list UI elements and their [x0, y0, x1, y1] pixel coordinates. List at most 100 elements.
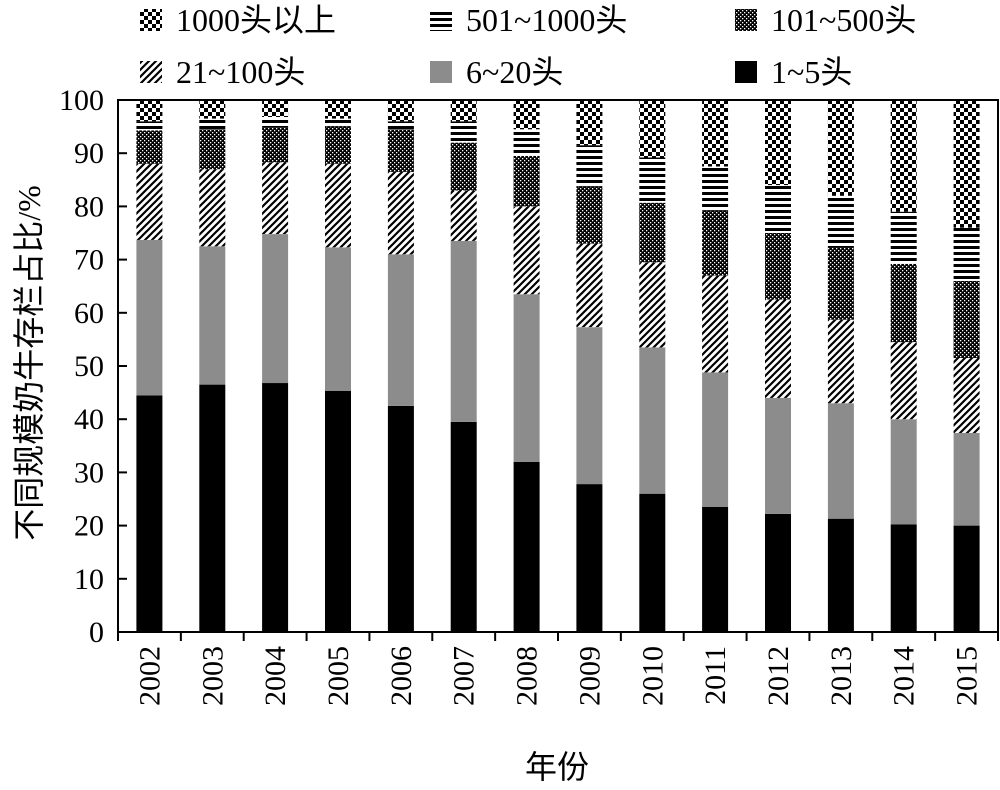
x-tick-label-2003: 2003	[196, 646, 229, 706]
bar-2006-series-5	[387, 100, 414, 122]
bar-2004-series-4	[262, 117, 289, 128]
x-tick-label-2013: 2013	[825, 646, 858, 706]
bar-2014-series-1	[890, 419, 917, 525]
axes: 0 10 20 30 40 50 60 70 80 90 100 2002 2003 2004 2005 20…	[59, 84, 999, 706]
bar-2005-series-4	[325, 118, 351, 127]
bar-2015-series-5	[953, 100, 980, 228]
y-tick-label-50: 50	[74, 350, 104, 383]
bar-2011-series-4	[702, 166, 729, 211]
bar-2014-series-3	[890, 263, 917, 343]
legend-label-6-20: 6~20头	[466, 54, 563, 90]
legend-swatch-1000	[140, 9, 162, 31]
bar-2013-series-1	[827, 403, 854, 519]
bar-2010-series-3	[639, 202, 666, 263]
bar-2012-series-3	[765, 233, 791, 300]
bar-2010-series-1	[639, 347, 666, 494]
bar-2005-series-2	[325, 163, 351, 248]
bar-2006-series-4	[387, 121, 414, 130]
legend-swatch-101-500	[735, 9, 757, 31]
legend-label-101-500: 101~500头	[771, 2, 916, 38]
x-tick-label-2010: 2010	[636, 646, 669, 706]
x-tick-label-2005: 2005	[322, 646, 355, 706]
bar-2012-series-4	[765, 185, 791, 233]
bar-2009-series-0	[576, 484, 603, 632]
bar-2006-series-2	[387, 171, 414, 255]
bar-2008-series-3	[513, 155, 540, 207]
x-tick-label-2007: 2007	[448, 646, 481, 706]
bar-2002-series-5	[136, 100, 163, 122]
plot-frame	[117, 99, 999, 633]
bar-2007-series-0	[450, 421, 477, 632]
y-tick-label-100: 100	[59, 84, 104, 117]
bars	[136, 100, 980, 632]
legend-label-501-1000: 501~1000头	[466, 2, 627, 38]
bar-2006-series-0	[387, 405, 414, 632]
y-tick-label-70: 70	[74, 244, 104, 277]
bar-2011-series-5	[702, 100, 729, 167]
bar-2009-series-5	[576, 100, 603, 146]
bar-2003-series-4	[199, 118, 226, 130]
bar-2014-series-0	[890, 524, 917, 632]
bar-2012-series-5	[765, 100, 791, 186]
bar-2011-series-3	[702, 210, 729, 276]
x-tick-label-2006: 2006	[385, 646, 418, 706]
bar-2008-series-5	[513, 100, 540, 130]
bar-2002-series-0	[136, 395, 163, 632]
bar-2009-series-2	[576, 243, 603, 328]
bar-2003-series-5	[199, 100, 226, 119]
bar-2005-series-0	[325, 391, 351, 632]
bar-2003-series-0	[199, 384, 226, 632]
bar-2004-series-2	[262, 162, 289, 234]
x-tick-label-2012: 2012	[762, 646, 795, 706]
legend-label-1-5: 1~5头	[771, 54, 852, 90]
bar-2007-series-5	[450, 100, 477, 122]
bar-2013-series-0	[827, 518, 854, 632]
x-axis-title: 年份	[525, 749, 589, 785]
bar-2014-series-4	[890, 211, 917, 264]
y-tick-label-80: 80	[74, 190, 104, 223]
bar-2005-series-1	[325, 247, 351, 391]
bar-2015-series-3	[953, 280, 980, 358]
bar-2009-series-3	[576, 186, 603, 244]
legend-swatch-21-100	[140, 61, 162, 83]
bar-2003-series-1	[199, 246, 226, 385]
bar-2004-series-3	[262, 127, 289, 163]
bar-2002-series-1	[136, 239, 163, 396]
x-tick-label-2004: 2004	[259, 646, 292, 706]
bar-2009-series-4	[576, 145, 603, 187]
legend-label-21-100: 21~100头	[176, 54, 305, 90]
y-tick-label-40: 40	[74, 403, 104, 436]
x-tick-label-2015: 2015	[951, 646, 984, 706]
x-tick-label-2009: 2009	[573, 646, 606, 706]
bar-2015-series-0	[953, 525, 980, 632]
bar-2012-series-2	[765, 299, 791, 398]
bar-2009-series-1	[576, 327, 603, 485]
bar-2005-series-3	[325, 126, 351, 164]
bar-2007-series-3	[450, 142, 477, 191]
y-tick-label-90: 90	[74, 137, 104, 170]
bar-2008-series-2	[513, 206, 540, 295]
bar-2013-series-5	[827, 100, 854, 196]
bar-2008-series-4	[513, 129, 540, 156]
bar-2013-series-3	[827, 247, 854, 320]
y-tick-label-60: 60	[74, 297, 104, 330]
bar-2012-series-0	[765, 513, 791, 632]
x-tick-label-2002: 2002	[133, 646, 166, 706]
bar-2003-series-2	[199, 169, 226, 247]
bar-2014-series-5	[890, 100, 917, 212]
bar-2011-series-2	[702, 275, 729, 373]
bar-2004-series-1	[262, 234, 289, 384]
x-tick-label-2014: 2014	[888, 646, 921, 706]
legend-swatch-501-1000	[430, 9, 452, 31]
bar-2010-series-0	[639, 493, 666, 632]
legend-label-1000: 1000头以上	[176, 2, 336, 38]
y-tick-label-0: 0	[89, 616, 104, 649]
bar-2014-series-2	[890, 342, 917, 420]
bar-2012-series-1	[765, 397, 791, 514]
y-tick-label-30: 30	[74, 456, 104, 489]
bar-2004-series-0	[262, 383, 289, 632]
bar-2015-series-2	[953, 358, 980, 433]
bar-2010-series-5	[639, 100, 666, 158]
